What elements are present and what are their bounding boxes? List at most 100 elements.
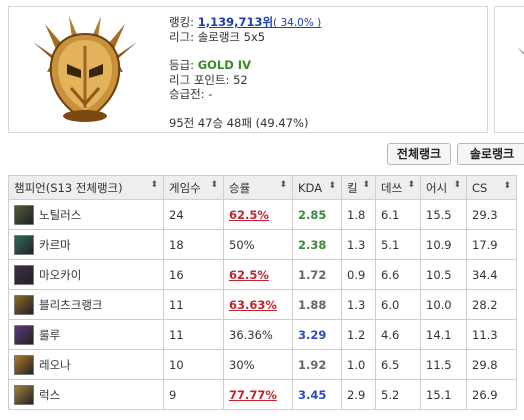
table-row: 럭스 9 77.77% 3.45 2.9 5.2 15.1 26.9 bbox=[8, 379, 517, 410]
assists-cell: 11.5 bbox=[420, 349, 467, 380]
kda-cell-value: 3.45 bbox=[298, 387, 327, 402]
deaths-cell-value: 6.1 bbox=[381, 207, 400, 222]
games-cell-value: 16 bbox=[169, 267, 184, 282]
assists-cell: 15.1 bbox=[420, 379, 467, 410]
assists-cell-value: 10.0 bbox=[426, 297, 452, 312]
sort-icon[interactable]: ⬍ bbox=[279, 179, 287, 190]
col-cs-header[interactable]: CS ⬍ bbox=[466, 175, 517, 200]
cs-cell-value: 28.2 bbox=[472, 297, 498, 312]
champion-portrait-icon bbox=[14, 384, 34, 405]
winrate-cell-value[interactable]: 62.5% bbox=[229, 267, 269, 282]
games-cell-value: 11 bbox=[169, 297, 184, 312]
table-row: 노틸러스 24 62.5% 2.85 1.8 6.1 15.5 29.3 bbox=[8, 199, 517, 230]
cs-cell: 29.3 bbox=[466, 199, 517, 230]
deaths-cell: 4.6 bbox=[375, 319, 421, 350]
winrate-cell-value[interactable]: 62.5% bbox=[229, 207, 269, 222]
kda-cell-value: 2.38 bbox=[298, 237, 327, 252]
sort-icon[interactable]: ⬍ bbox=[328, 180, 336, 191]
games-cell-value: 24 bbox=[169, 207, 184, 222]
kda-cell: 3.29 bbox=[292, 319, 342, 350]
table-row: 룰루 11 36.36% 3.29 1.2 4.6 14.1 11.3 bbox=[8, 319, 517, 350]
promotion-status: 승급전: - bbox=[169, 87, 213, 101]
games-cell-value: 9 bbox=[169, 387, 177, 402]
champion-cell: 마오카이 bbox=[8, 259, 164, 290]
kills-cell: 2.9 bbox=[341, 379, 376, 410]
cs-cell-value: 11.3 bbox=[472, 327, 498, 342]
sort-icon[interactable]: ⬍ bbox=[210, 179, 218, 190]
col-winrate-header[interactable]: 승률 ⬍ bbox=[223, 175, 293, 200]
kills-cell: 0.9 bbox=[341, 259, 376, 290]
solo-rank-button[interactable]: 솔로랭크 bbox=[457, 143, 524, 165]
assists-cell: 14.1 bbox=[420, 319, 467, 350]
games-cell-value: 10 bbox=[169, 357, 184, 372]
record-summary: 95전 47승 48패 (49.47%) bbox=[169, 115, 309, 130]
games-cell-value: 11 bbox=[169, 327, 184, 342]
table-row: 마오카이 16 62.5% 1.72 0.9 6.6 10.5 34.4 bbox=[8, 259, 517, 290]
kills-cell-value: 2.9 bbox=[347, 387, 366, 402]
assists-cell-value: 10.5 bbox=[426, 267, 452, 282]
deaths-cell: 5.1 bbox=[375, 229, 421, 260]
deaths-cell-value: 6.0 bbox=[381, 297, 400, 312]
deaths-cell-value: 5.1 bbox=[381, 237, 400, 252]
header-label: 게임수 bbox=[169, 180, 201, 195]
col-kills-header[interactable]: 킬 ⬍ bbox=[341, 175, 376, 200]
games-cell-value: 18 bbox=[169, 237, 184, 252]
assists-cell: 10.9 bbox=[420, 229, 467, 260]
champion-cell: 노틸러스 bbox=[8, 199, 164, 230]
games-cell: 24 bbox=[163, 199, 224, 230]
all-rank-button[interactable]: 전체랭크 bbox=[387, 143, 451, 165]
kda-cell: 2.85 bbox=[292, 199, 342, 230]
col-assists-header[interactable]: 어시 ⬍ bbox=[420, 175, 467, 200]
champion-portrait-icon bbox=[14, 234, 34, 255]
col-kda-header[interactable]: KDA ⬍ bbox=[292, 175, 342, 200]
kills-cell: 1.0 bbox=[341, 349, 376, 380]
kills-cell-value: 1.3 bbox=[347, 297, 366, 312]
league-type: 리그: 솔로랭크 5x5 bbox=[169, 29, 266, 44]
tier-value: GOLD IV bbox=[197, 58, 251, 72]
kills-cell: 1.2 bbox=[341, 319, 376, 350]
kills-cell: 1.8 bbox=[341, 199, 376, 230]
champion-portrait-icon bbox=[14, 264, 34, 285]
winrate-cell-value[interactable]: 63.63% bbox=[229, 297, 277, 312]
winrate-cell: 36.36% bbox=[223, 319, 293, 350]
sort-icon[interactable]: ⬍ bbox=[503, 180, 511, 191]
cs-cell: 17.9 bbox=[466, 229, 517, 260]
deaths-cell: 6.0 bbox=[375, 289, 421, 320]
winrate-cell-value[interactable]: 77.77% bbox=[229, 387, 277, 402]
games-cell: 11 bbox=[163, 289, 224, 320]
champion-portrait-icon bbox=[14, 324, 34, 345]
table-header-row: 챔피언(S13 전체랭크) ⬍ 게임수 ⬍ 승률 ⬍ KDA ⬍ 킬 ⬍ 데쓰 ⬍ 어시 ⬍ CS ⬍ bbox=[8, 175, 517, 200]
gold-tier-emblem-icon bbox=[33, 16, 137, 122]
deaths-cell: 6.6 bbox=[375, 259, 421, 290]
header-label: 어시 bbox=[426, 180, 448, 195]
col-champion-header[interactable]: 챔피언(S13 전체랭크) ⬍ bbox=[8, 175, 164, 200]
deaths-cell: 6.1 bbox=[375, 199, 421, 230]
cs-cell: 28.2 bbox=[466, 289, 517, 320]
cs-cell-value: 29.3 bbox=[472, 207, 498, 222]
rank-link[interactable]: 1,139,713위 bbox=[197, 15, 274, 29]
rank-percent-link[interactable]: ( 34.0% ) bbox=[273, 17, 322, 29]
secondary-rank-card bbox=[494, 6, 524, 133]
kda-cell: 1.72 bbox=[292, 259, 342, 290]
assists-cell-value: 11.5 bbox=[426, 357, 452, 372]
games-cell: 16 bbox=[163, 259, 224, 290]
col-deaths-header[interactable]: 데쓰 ⬍ bbox=[375, 175, 421, 200]
kda-cell-value: 3.29 bbox=[298, 327, 327, 342]
kda-cell: 1.88 bbox=[292, 289, 342, 320]
winrate-cell[interactable]: 62.5% bbox=[223, 259, 293, 290]
kills-cell-value: 0.9 bbox=[347, 267, 366, 282]
champion-name: 블리츠크랭크 bbox=[39, 297, 103, 312]
winrate-cell: 30% bbox=[223, 349, 293, 380]
league-points: 리그 포인트: 52 bbox=[169, 72, 248, 87]
winrate-cell[interactable]: 63.63% bbox=[223, 289, 293, 320]
winrate-cell[interactable]: 62.5% bbox=[223, 199, 293, 230]
sort-icon[interactable]: ⬍ bbox=[453, 179, 461, 190]
kills-cell-value: 1.2 bbox=[347, 327, 366, 342]
winrate-cell[interactable]: 77.77% bbox=[223, 379, 293, 410]
sort-icon[interactable]: ⬍ bbox=[407, 179, 415, 190]
sort-icon[interactable]: ⬍ bbox=[362, 179, 370, 190]
champion-name: 레오나 bbox=[39, 357, 71, 372]
assists-cell: 15.5 bbox=[420, 199, 467, 230]
sort-icon[interactable]: ⬍ bbox=[150, 179, 158, 190]
col-games-header[interactable]: 게임수 ⬍ bbox=[163, 175, 224, 200]
